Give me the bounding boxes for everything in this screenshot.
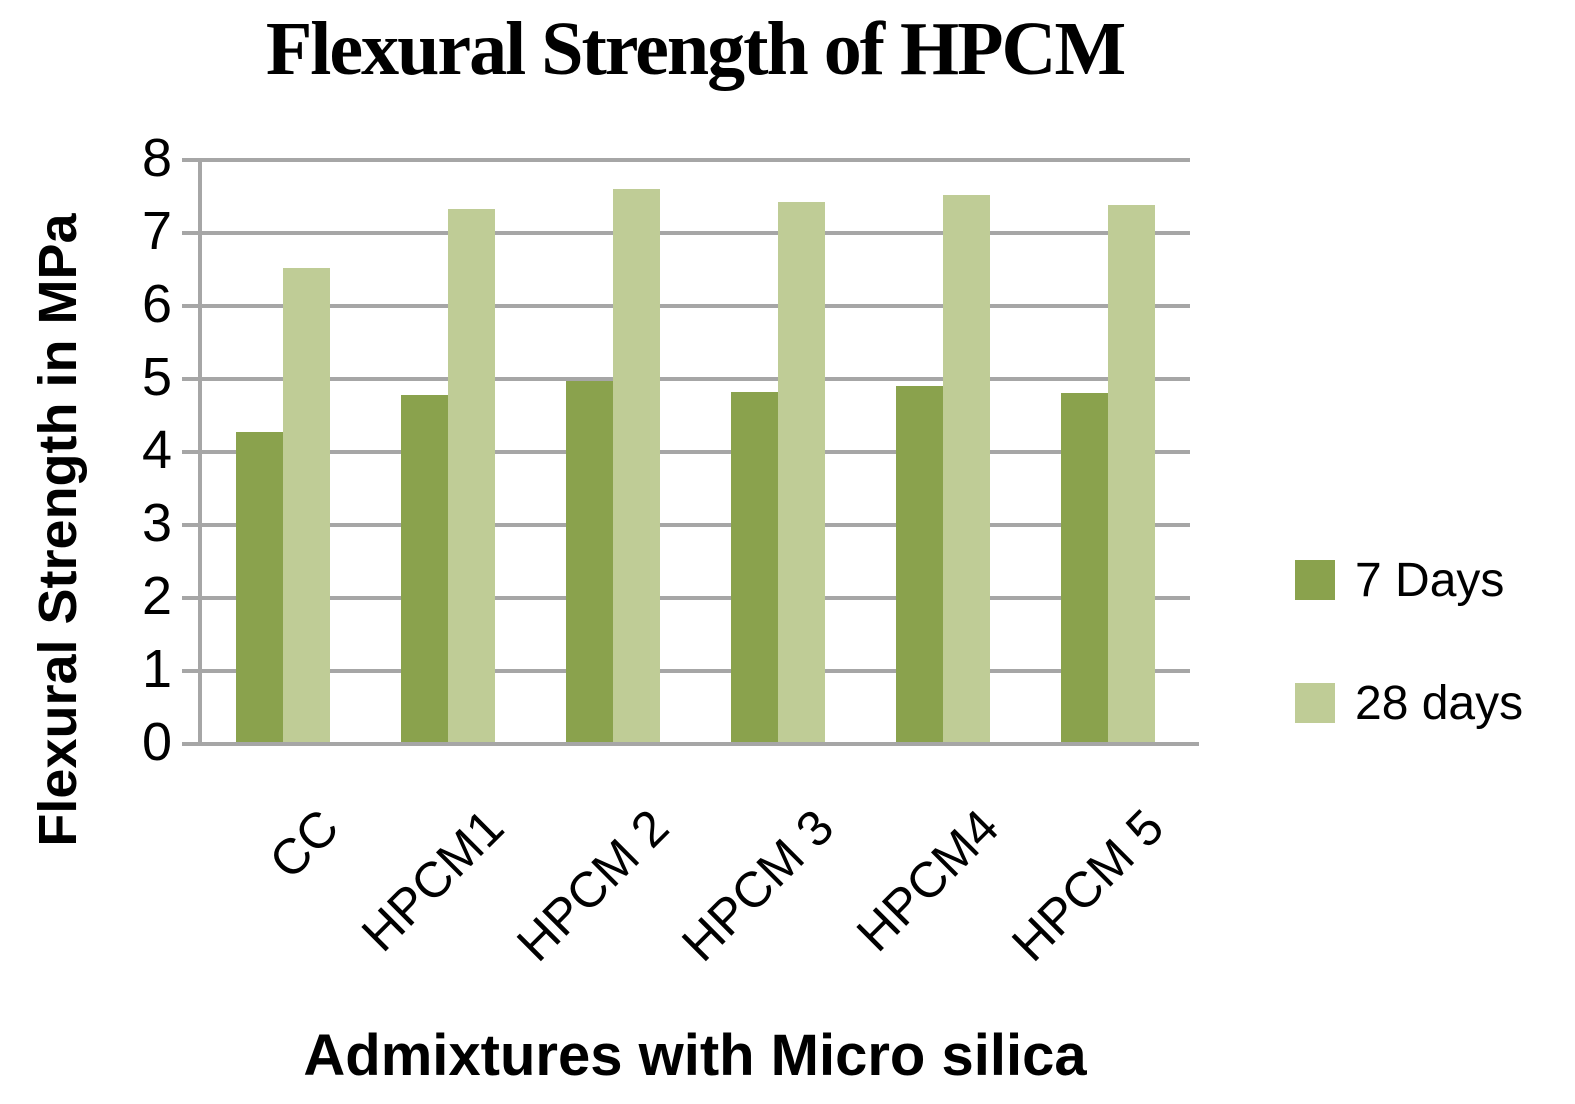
gridline	[182, 523, 1190, 527]
y-tick-label: 7	[141, 201, 172, 261]
y-tick-label: 3	[141, 493, 172, 553]
y-tick-label: 4	[141, 420, 172, 480]
gridline	[182, 450, 1190, 454]
bar-28-days-cc	[283, 267, 330, 742]
bar-7-days-hpcm-2	[566, 380, 613, 742]
bar-28-days-hpcm-2	[613, 188, 660, 742]
bar-7-days-hpcm-5	[1061, 393, 1108, 742]
gridline	[182, 304, 1190, 308]
legend-item: 7 Days	[1295, 552, 1504, 608]
gridline	[182, 669, 1190, 673]
legend-swatch-7-days	[1295, 560, 1335, 600]
legend-label: 7 Days	[1355, 553, 1505, 607]
gridline	[182, 231, 1190, 235]
y-axis-line	[198, 158, 202, 746]
y-tick-label: 6	[141, 274, 172, 334]
bar-28-days-hpcm4	[943, 194, 990, 742]
bar-28-days-hpcm1	[448, 209, 495, 742]
y-tick-label: 0	[141, 712, 172, 772]
legend-label: 28 days	[1355, 676, 1524, 730]
bar-7-days-cc	[236, 431, 283, 742]
y-tick-label: 5	[141, 347, 172, 407]
legend-swatch-28-days	[1295, 683, 1335, 723]
bar-28-days-hpcm-3	[778, 201, 825, 742]
chart-title: Flexural Strength of HPCM	[265, 7, 1126, 91]
gridline	[182, 377, 1190, 381]
y-tick-label: 2	[141, 566, 172, 626]
legend-item: 28 days	[1295, 675, 1523, 731]
bar-28-days-hpcm-5	[1108, 205, 1155, 742]
bar-7-days-hpcm1	[401, 395, 448, 742]
x-axis-line	[182, 742, 1199, 746]
y-tick-label: 1	[141, 639, 172, 699]
bar-7-days-hpcm4	[896, 386, 943, 742]
y-tick-label: 8	[141, 128, 172, 188]
bar-7-days-hpcm-3	[731, 391, 778, 742]
x-axis-title: Admixtures with Micro silica	[303, 1023, 1087, 1088]
gridline	[182, 158, 1190, 162]
gridline	[182, 596, 1190, 600]
